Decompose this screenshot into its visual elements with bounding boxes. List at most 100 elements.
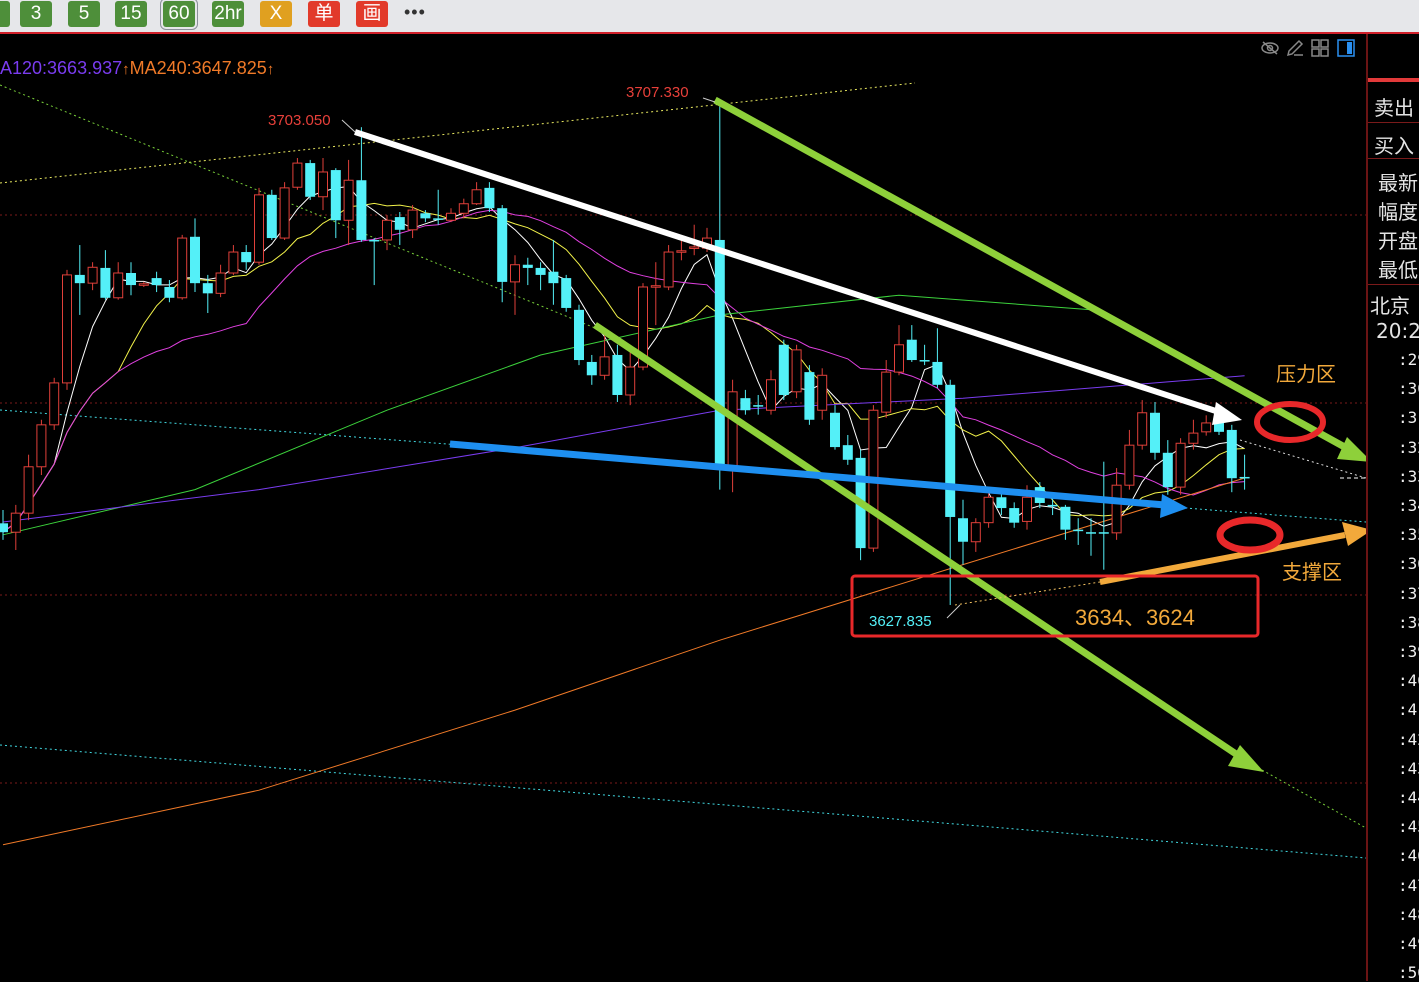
candle-down[interactable] <box>497 205 508 303</box>
sell-label[interactable]: 卖出 <box>1374 96 1414 120</box>
candle-up[interactable] <box>1188 419 1199 450</box>
candle-up[interactable] <box>382 215 392 251</box>
candle-down[interactable] <box>202 274 213 314</box>
candle-up[interactable] <box>254 187 264 265</box>
candle-down[interactable] <box>778 339 789 401</box>
panel-toggle-icon[interactable] <box>1336 38 1356 58</box>
candle-down[interactable] <box>241 245 252 270</box>
period-15-button[interactable]: 15 <box>115 1 147 27</box>
candle-down[interactable] <box>586 354 597 385</box>
candle-down[interactable] <box>535 262 546 291</box>
buy-label[interactable]: 买入 <box>1374 134 1414 158</box>
candle-down[interactable] <box>356 127 367 242</box>
draw-button[interactable]: 画 <box>356 1 388 27</box>
candle-up[interactable] <box>791 344 802 399</box>
candle-up[interactable] <box>1124 429 1135 490</box>
candle-down[interactable] <box>484 182 495 213</box>
candle-up[interactable] <box>36 419 47 476</box>
candle-up[interactable] <box>87 262 98 291</box>
candle-down[interactable] <box>574 304 584 366</box>
candle-down[interactable] <box>906 325 917 362</box>
candle-up[interactable] <box>599 335 610 380</box>
candle-down[interactable] <box>1226 424 1237 493</box>
x-button[interactable]: X <box>260 1 292 27</box>
candle-down[interactable] <box>1239 454 1250 490</box>
candle-down[interactable] <box>919 344 930 366</box>
candle-up[interactable] <box>62 269 72 390</box>
period-3-button[interactable]: 3 <box>20 1 52 27</box>
candle-down[interactable] <box>126 262 136 296</box>
candle-up[interactable] <box>1201 415 1212 436</box>
grid-icon[interactable] <box>1310 38 1330 58</box>
candle-up[interactable] <box>970 518 981 552</box>
candle-down[interactable] <box>164 279 175 303</box>
candle-up[interactable] <box>471 182 482 206</box>
candle-down[interactable] <box>369 238 380 286</box>
candle-down[interactable] <box>1150 401 1160 460</box>
candle-up[interactable] <box>766 370 776 415</box>
candle-down[interactable] <box>151 271 162 293</box>
candle-up[interactable] <box>446 208 456 223</box>
candle-up[interactable] <box>113 262 124 300</box>
more-button[interactable]: ••• <box>404 2 426 22</box>
candle-up[interactable] <box>650 262 661 326</box>
candle-down[interactable] <box>394 212 405 246</box>
candle-up[interactable] <box>881 360 892 418</box>
pencil-icon[interactable] <box>1285 38 1305 58</box>
candle-down[interactable] <box>305 159 316 200</box>
candle-up[interactable] <box>49 377 60 430</box>
order-button[interactable]: 单 <box>308 1 340 27</box>
candle-up[interactable] <box>10 504 21 550</box>
candle-up[interactable] <box>318 158 328 211</box>
candle-up[interactable] <box>510 255 520 315</box>
candle-down[interactable] <box>190 218 200 293</box>
candle-up[interactable] <box>458 198 469 219</box>
candle-up[interactable] <box>1175 438 1186 495</box>
candle-up[interactable] <box>292 158 303 190</box>
candle-down[interactable] <box>74 245 85 315</box>
candle-up[interactable] <box>23 454 34 521</box>
candle-down[interactable] <box>740 389 751 415</box>
candle-up[interactable] <box>279 182 290 240</box>
candle-up[interactable] <box>343 159 354 246</box>
candle-down[interactable] <box>0 509 8 540</box>
candle-up[interactable] <box>228 245 239 275</box>
candle-down[interactable] <box>522 257 533 286</box>
candle-up[interactable] <box>727 379 738 493</box>
candle-down[interactable] <box>1098 461 1109 570</box>
candle-down[interactable] <box>420 210 431 223</box>
candle-down[interactable] <box>932 328 943 388</box>
period-60-button[interactable]: 60 <box>160 0 198 30</box>
candle-down[interactable] <box>1162 440 1173 495</box>
candle-down[interactable] <box>612 344 623 402</box>
candle-down[interactable] <box>548 239 559 305</box>
candle-down[interactable] <box>753 394 764 415</box>
candle-up[interactable] <box>1137 400 1148 450</box>
candle-up[interactable] <box>177 234 188 300</box>
candle-down[interactable] <box>100 250 111 300</box>
candle-down[interactable] <box>1060 504 1071 540</box>
candle-down[interactable] <box>958 499 968 565</box>
candle-down[interactable] <box>433 189 444 225</box>
candle-down[interactable] <box>945 379 956 606</box>
candle-down[interactable] <box>266 189 277 240</box>
candle-down[interactable] <box>1009 502 1020 528</box>
candlestick-chart[interactable] <box>0 34 1366 981</box>
candle-up[interactable] <box>663 245 674 291</box>
candle-up[interactable] <box>894 325 904 376</box>
candle-down[interactable] <box>804 365 815 425</box>
candle-down[interactable] <box>830 405 840 450</box>
candle-down[interactable] <box>330 168 341 239</box>
period-2hr-button[interactable]: 2hr <box>212 1 244 27</box>
period-button-partial[interactable] <box>0 1 10 27</box>
candle-up[interactable] <box>138 281 149 287</box>
candle-up[interactable] <box>983 487 994 528</box>
candle-down[interactable] <box>842 435 853 465</box>
period-5-button[interactable]: 5 <box>68 1 100 27</box>
candle-down[interactable] <box>1086 518 1096 556</box>
eye-slash-icon[interactable] <box>1260 38 1280 58</box>
candle-down[interactable] <box>1073 518 1084 545</box>
candle-up[interactable] <box>676 238 687 261</box>
candle-up[interactable] <box>407 205 418 239</box>
candle-up[interactable] <box>817 368 828 420</box>
